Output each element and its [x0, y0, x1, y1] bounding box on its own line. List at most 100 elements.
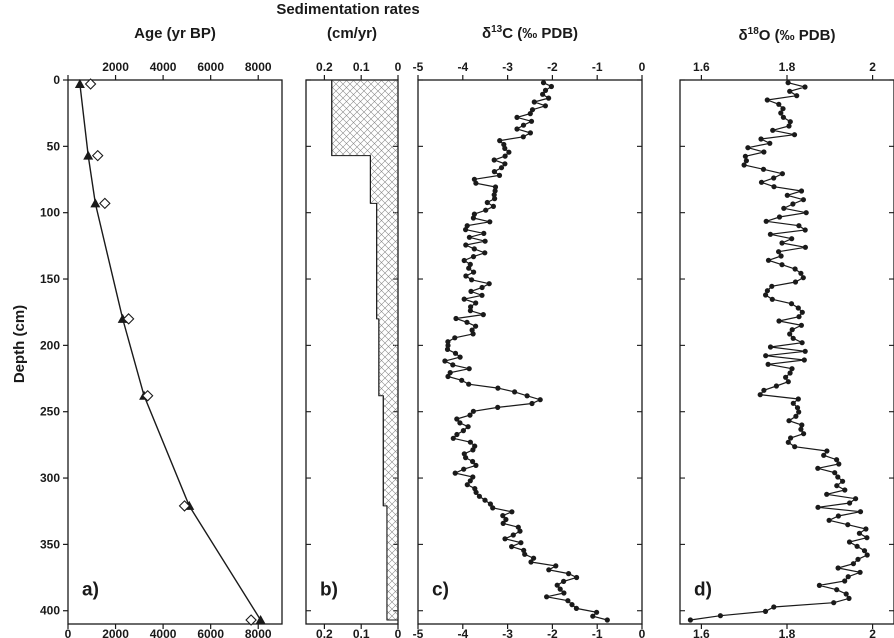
isotope-data-point [514, 114, 520, 120]
isotope-data-point [509, 509, 515, 515]
y-tick-label: 400 [40, 604, 60, 618]
isotope-data-point [763, 353, 769, 359]
isotope-data-point [741, 162, 747, 168]
isotope-data-point [496, 172, 503, 178]
isotope-data-point [471, 176, 477, 182]
isotope-data-point [482, 497, 488, 503]
isotope-data-point [459, 377, 465, 383]
isotope-data-point [798, 426, 804, 432]
isotope-data-point [861, 548, 868, 554]
isotope-data-point [463, 242, 469, 248]
y-tick-label: 100 [40, 206, 60, 220]
isotope-data-point [785, 80, 791, 86]
isotope-data-point [778, 110, 784, 116]
isotope-data-point [786, 418, 792, 424]
isotope-data-point [490, 203, 496, 209]
isotope-data-point [473, 180, 479, 186]
isotope-data-point [790, 400, 796, 406]
y-tick-label: 300 [40, 471, 60, 485]
isotope-data-point [468, 304, 474, 310]
isotope-data-point [857, 509, 864, 515]
isotope-data-point [856, 530, 863, 536]
isotope-data-point [802, 244, 809, 250]
isotope-data-point [764, 288, 771, 294]
isotope-data-point [466, 366, 472, 372]
isotope-data-point [773, 383, 780, 389]
isotope-data-point [479, 292, 485, 298]
isotope-data-point [758, 179, 765, 185]
isotope-data-point [470, 447, 476, 453]
isotope-data-point [790, 335, 796, 341]
isotope-data-point [467, 308, 473, 314]
isotope-data-point [509, 544, 515, 550]
isotope-data-point [800, 275, 806, 281]
isotope-data-point [845, 522, 851, 528]
isotope-data-point [542, 103, 549, 109]
panel-title: δ18O (‰ PDB) [739, 26, 836, 44]
isotope-data-point [466, 234, 472, 240]
isotope-data-point [776, 214, 783, 220]
x-tick-label-bottom: 0 [395, 627, 402, 638]
x-tick-label-top: 2 [869, 60, 876, 74]
isotope-data-point [464, 223, 470, 229]
isotope-data-point [452, 470, 458, 476]
isotope-data-point [445, 342, 451, 349]
x-tick-label-top: 0 [639, 60, 646, 74]
isotope-data-point [786, 123, 792, 129]
isotope-data-point [778, 253, 784, 259]
x-tick-label-bottom: 0 [65, 627, 72, 638]
isotope-data-point [787, 370, 793, 376]
panel-c: δ13C (‰ PDB) -5 -5 -4 -4 -3 -3 -2 -2 -1 -1 0 0 c) [413, 24, 646, 638]
x-tick-label-bottom: 0 [639, 627, 646, 638]
isotope-data-point [473, 462, 479, 468]
isotope-data-point [853, 496, 859, 502]
calibrated-age-marker [74, 78, 85, 88]
x-tick-label-top: 1.8 [779, 60, 796, 74]
isotope-data-point [565, 598, 571, 604]
panel-b: (cm/yr) 0.2 0.2 0.1 0.1 0 0 b) [305, 25, 402, 638]
isotope-data-point [467, 439, 473, 445]
x-tick-label-bottom: 2000 [102, 627, 129, 638]
isotope-data-point [457, 420, 463, 426]
plot-frame [67, 79, 283, 625]
isotope-data-point [846, 539, 853, 545]
radiocarbon-age-marker [84, 78, 97, 90]
isotope-data-point [476, 493, 482, 499]
isotope-data-point [470, 408, 476, 414]
isotope-data-point [824, 448, 830, 454]
isotope-data-point [452, 350, 459, 356]
isotope-data-point [515, 524, 521, 530]
isotope-data-point [484, 199, 490, 206]
calibrated-age-marker [83, 150, 94, 160]
isotope-data-point [757, 392, 763, 398]
isotope-data-point [760, 166, 767, 172]
x-tick-label-top: 2000 [102, 60, 129, 74]
isotope-data-point [574, 574, 580, 581]
isotope-data-point [758, 136, 764, 142]
plot-frame [679, 79, 894, 625]
isotope-data-point [816, 582, 823, 589]
isotope-data-point [483, 207, 489, 213]
plot-frame [417, 79, 643, 625]
isotope-data-point [460, 428, 466, 434]
radiocarbon-age-marker [91, 149, 104, 162]
isotope-data-point [795, 305, 801, 311]
isotope-data-point [795, 396, 801, 402]
isotope-data-point [798, 270, 804, 276]
isotope-data-point [466, 265, 472, 271]
isotope-data-point [842, 578, 848, 584]
isotope-data-point [803, 210, 809, 216]
radiocarbon-age-marker [245, 614, 257, 626]
x-tick-label-top: -3 [502, 60, 513, 74]
isotope-data-point [573, 605, 580, 612]
isotope-data-point [566, 571, 572, 577]
isotope-data-point [802, 84, 808, 90]
isotope-data-point [742, 153, 749, 159]
isotope-data-point [785, 379, 791, 385]
isotope-data-point [518, 540, 524, 546]
isotope-data-point [835, 565, 841, 571]
isotope-data-point [517, 528, 523, 534]
x-tick-label-bottom: -2 [547, 627, 558, 638]
radiocarbon-age-marker [122, 313, 135, 325]
